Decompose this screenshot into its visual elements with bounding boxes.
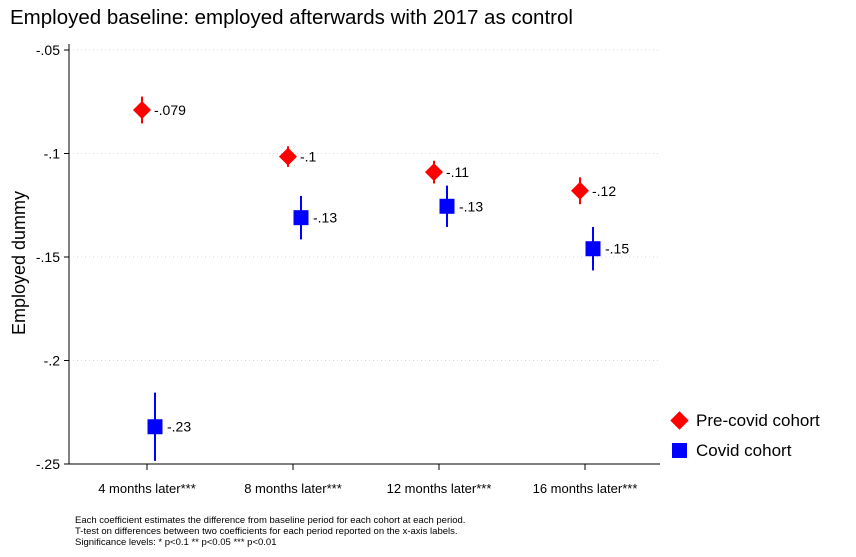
data-point-covid: [585, 241, 601, 257]
data-label: -.11: [446, 164, 469, 180]
chart-note-3: Significance levels: * p<0.1 ** p<0.05 *…: [75, 537, 277, 548]
data-point-covid: [439, 198, 455, 214]
data-point-pre-covid: [425, 163, 443, 182]
axes: -.05 -.1 -.15 -.2 -.25 Employed dummy 4 months…: [9, 42, 660, 495]
series-markers: -.079 -.1 -.11 -.12 -.23 -.13 -.13 -.15: [133, 96, 629, 461]
x-tick-label: 16 months later***: [533, 481, 638, 495]
data-label: -.1: [300, 149, 317, 165]
legend-item-covid: Covid cohort: [670, 436, 820, 466]
y-tick-label: -.1: [44, 146, 61, 162]
data-label: -.079: [154, 102, 186, 118]
chart-note-1: Each coefficient estimates the differenc…: [75, 515, 466, 526]
data-point-covid: [147, 419, 163, 435]
y-tick-label: -.05: [36, 42, 60, 58]
legend-marker-covid: [670, 441, 690, 461]
data-label: -.23: [167, 419, 191, 435]
y-tick-label: -.15: [36, 249, 60, 265]
y-tick-label: -.25: [36, 456, 60, 472]
y-axis-label: Employed dummy: [9, 191, 29, 335]
legend-label-covid: Covid cohort: [696, 441, 792, 460]
data-point-pre-covid: [571, 181, 589, 200]
legend-marker-pre-covid: [670, 411, 690, 431]
data-label: -.13: [313, 210, 337, 226]
legend-item-pre-covid: Pre-covid cohort: [670, 406, 820, 436]
data-point-covid: [293, 210, 309, 226]
x-tick-label: 12 months later***: [387, 481, 492, 495]
data-label: -.13: [459, 198, 483, 214]
data-point-pre-covid: [279, 147, 297, 166]
x-tick-label: 4 months later***: [98, 481, 196, 495]
data-point-pre-covid: [133, 101, 151, 120]
legend: Pre-covid cohort Covid cohort: [670, 406, 820, 466]
data-label: -.12: [592, 183, 616, 199]
data-label: -.15: [605, 241, 629, 257]
x-tick-label: 8 months later***: [244, 481, 342, 495]
chart-plot: -.05 -.1 -.15 -.2 -.25 Employed dummy 4 months…: [9, 42, 660, 495]
chart-note-2: T-test on differences between two coeffi…: [75, 526, 458, 537]
chart-title: Employed baseline: employed afterwards w…: [10, 6, 573, 29]
y-tick-label: -.2: [44, 353, 61, 369]
legend-label-pre-covid: Pre-covid cohort: [696, 411, 820, 430]
